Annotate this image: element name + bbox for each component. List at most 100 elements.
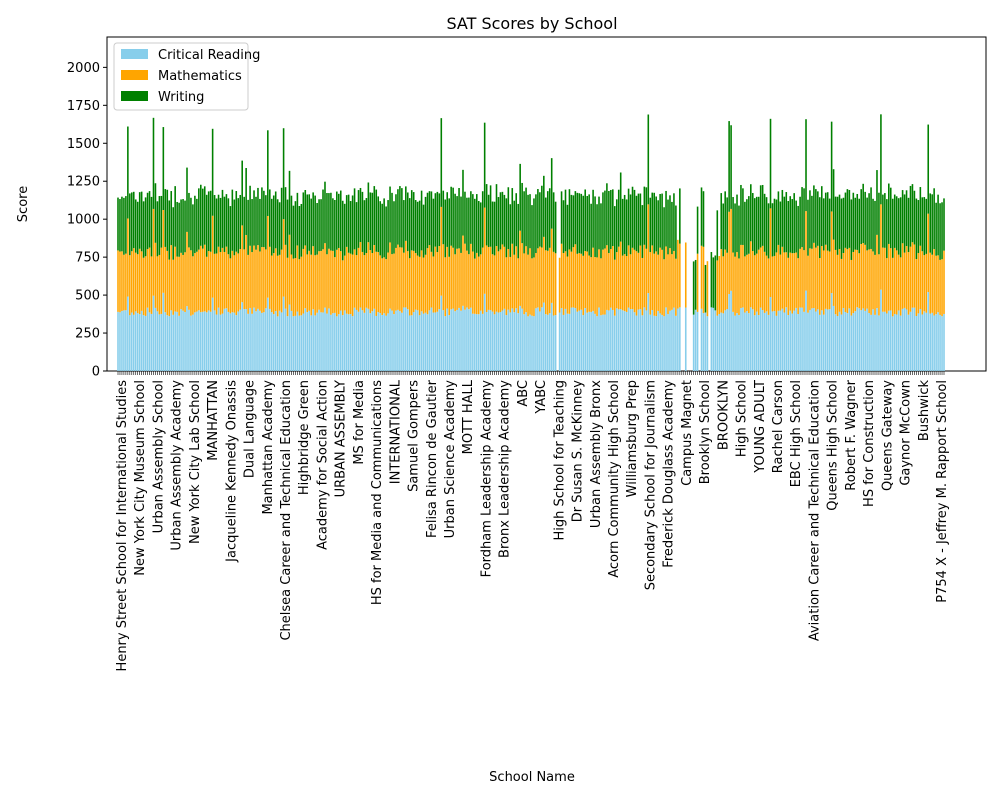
- bar-writing: [899, 197, 902, 258]
- bar-critical-reading: [347, 314, 350, 371]
- bar-mathematics: [314, 255, 316, 316]
- bar-writing: [401, 188, 403, 248]
- x-tick-label: New York City Lab School: [188, 380, 203, 544]
- bar-mathematics: [474, 258, 476, 314]
- bar-critical-reading: [341, 315, 344, 371]
- bar-critical-reading: [586, 312, 588, 371]
- bar-critical-reading: [495, 311, 498, 371]
- bar-critical-reading: [828, 309, 831, 371]
- bar-critical-reading: [728, 294, 730, 371]
- x-tick-label: Jacqueline Kennedy Onassis: [224, 380, 239, 563]
- bar-mathematics: [675, 258, 677, 316]
- x-tick-label: ABC: [516, 380, 531, 407]
- bar-critical-reading: [838, 311, 841, 371]
- y-tick-label: 0: [92, 365, 100, 380]
- bar-writing: [314, 195, 316, 256]
- bar-critical-reading: [387, 313, 389, 371]
- bar-writing: [527, 194, 529, 255]
- bar-writing: [470, 191, 472, 244]
- x-tick-label: High School: [735, 380, 750, 457]
- bar-critical-reading: [665, 307, 667, 371]
- bar-writing: [249, 185, 251, 246]
- bar-mathematics: [659, 247, 661, 314]
- bar-critical-reading: [554, 315, 557, 371]
- bar-mathematics: [840, 258, 843, 315]
- bar-mathematics: [817, 245, 819, 310]
- y-tick-label: 750: [75, 251, 100, 266]
- bar-writing: [270, 198, 273, 256]
- bar-mathematics: [249, 245, 251, 308]
- bar-mathematics: [251, 252, 253, 314]
- bar-mathematics: [763, 251, 766, 313]
- x-tick-label: New York City Museum School: [133, 380, 148, 576]
- bar-writing: [817, 191, 819, 246]
- y-tick-label: 250: [75, 327, 100, 342]
- bar-mathematics: [485, 245, 488, 312]
- bar-mathematics: [196, 251, 198, 312]
- bar-critical-reading: [889, 310, 892, 371]
- bar-critical-reading: [227, 311, 230, 371]
- bar-critical-reading: [582, 315, 585, 371]
- bar-writing: [192, 204, 194, 257]
- bar-mathematics: [574, 244, 577, 309]
- bar-critical-reading: [799, 307, 801, 371]
- bar-writing: [552, 192, 555, 252]
- bar-critical-reading: [466, 307, 468, 371]
- bar-mathematics: [444, 257, 447, 317]
- bar-critical-reading: [162, 292, 165, 371]
- bar-writing: [373, 186, 376, 246]
- bar-mathematics: [476, 252, 478, 315]
- bar-critical-reading: [178, 315, 180, 371]
- bar-mathematics: [777, 244, 780, 311]
- bar-mathematics: [426, 248, 429, 315]
- bar-mathematics: [211, 215, 214, 298]
- bar-writing: [385, 206, 387, 260]
- bar-writing: [426, 192, 429, 249]
- bar-critical-reading: [131, 312, 133, 371]
- bar-mathematics: [592, 247, 594, 311]
- bar-critical-reading: [339, 310, 342, 371]
- bar-writing: [854, 197, 857, 250]
- bar-mathematics: [809, 248, 811, 310]
- bar-writing: [746, 199, 748, 255]
- bar-critical-reading: [610, 307, 612, 371]
- bar-writing: [355, 202, 358, 256]
- bar-writing: [511, 188, 514, 244]
- bar-critical-reading: [515, 308, 518, 371]
- bar-mathematics: [223, 251, 226, 309]
- bar-critical-reading: [505, 315, 508, 371]
- bar-critical-reading: [669, 310, 671, 371]
- bar-writing: [846, 189, 849, 250]
- bar-writing: [339, 190, 342, 252]
- bar-writing: [166, 189, 169, 251]
- bar-writing: [233, 199, 236, 256]
- bar-critical-reading: [661, 314, 663, 371]
- bar-critical-reading: [192, 314, 194, 371]
- bar-critical-reading: [858, 308, 861, 371]
- x-tick-label: Felisa Rincon de Gautier: [425, 379, 440, 538]
- bar-writing: [525, 187, 527, 247]
- bar-writing: [866, 197, 868, 251]
- bar-writing: [592, 189, 594, 248]
- bar-writing: [562, 200, 565, 254]
- bar-writing: [300, 203, 303, 257]
- bar-writing: [578, 193, 581, 254]
- bar-critical-reading: [225, 308, 228, 371]
- bar-critical-reading: [476, 314, 478, 371]
- bar-critical-reading: [160, 313, 163, 371]
- bar-mathematics: [399, 247, 401, 312]
- bar-critical-reading: [740, 308, 742, 371]
- bar-mathematics: [219, 252, 222, 315]
- bar-writing: [407, 192, 409, 252]
- bar-mathematics: [596, 257, 598, 317]
- bar-writing: [696, 206, 699, 254]
- bar-mathematics: [497, 251, 500, 313]
- bar-mathematics: [677, 239, 679, 309]
- bar-mathematics: [190, 250, 192, 316]
- bar-critical-reading: [221, 313, 224, 371]
- bar-mathematics: [477, 256, 480, 315]
- bar-mathematics: [339, 251, 342, 311]
- bar-mathematics: [284, 244, 287, 309]
- bar-writing: [702, 191, 705, 247]
- bar-writing: [913, 190, 916, 245]
